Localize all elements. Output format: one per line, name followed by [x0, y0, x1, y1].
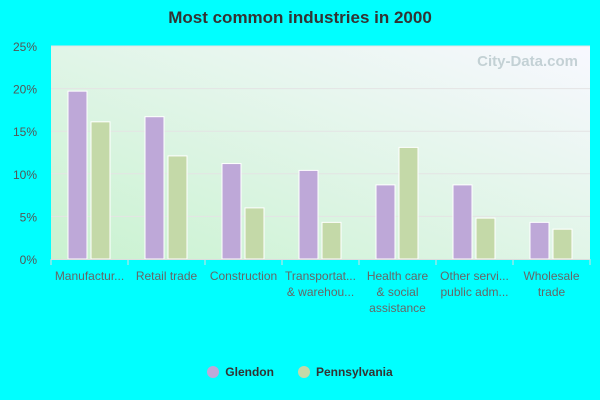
x-tick-label: & social — [376, 285, 418, 299]
x-tick-label: Construction — [210, 269, 277, 283]
bar-pennsylvania[interactable] — [244, 207, 265, 260]
legend-swatch — [297, 366, 310, 378]
plot-area — [51, 46, 590, 259]
x-tick-label: Wholesale — [523, 269, 579, 283]
legend-label: Glendon — [225, 365, 274, 379]
bar-pennsylvania[interactable] — [90, 121, 111, 260]
x-tick-label: Health care — [367, 269, 429, 283]
y-tick-label: 15% — [13, 125, 37, 139]
bar-glendon[interactable] — [144, 116, 165, 260]
y-tick-label: 0% — [20, 253, 38, 267]
bar-glendon[interactable] — [375, 184, 396, 260]
x-tick-label: assistance — [369, 301, 426, 315]
bar-pennsylvania[interactable] — [552, 228, 573, 260]
y-tick-label: 5% — [20, 210, 38, 224]
y-tick-label: 10% — [13, 168, 37, 182]
legend-label: Pennsylvania — [315, 365, 393, 379]
watermark: City-Data.com — [477, 53, 578, 70]
x-tick-label: Other servi... — [440, 269, 509, 283]
bar-glendon[interactable] — [298, 169, 319, 260]
x-tick-label: Manufactur... — [55, 269, 124, 283]
x-tick-label: Retail trade — [136, 269, 198, 283]
bar-glendon[interactable] — [67, 90, 88, 260]
chart-title: Most common industries in 2000 — [168, 8, 432, 27]
bar-glendon[interactable] — [452, 184, 473, 260]
x-tick-label: Transportat... — [285, 269, 356, 283]
y-tick-label: 20% — [13, 83, 37, 97]
bar-glendon[interactable] — [221, 163, 242, 260]
y-tick-label: 25% — [13, 40, 37, 54]
bar-pennsylvania[interactable] — [167, 155, 188, 260]
legend-item[interactable]: Glendon — [207, 365, 274, 379]
x-tick-label: public adm... — [440, 285, 508, 299]
bar-pennsylvania[interactable] — [321, 221, 342, 260]
bar-pennsylvania[interactable] — [475, 217, 496, 260]
bar-glendon[interactable] — [529, 221, 550, 260]
x-tick-label: trade — [538, 285, 566, 299]
legend: Glendon Pennsylvania — [0, 365, 600, 379]
legend-swatch — [207, 366, 220, 378]
bar-pennsylvania[interactable] — [398, 146, 419, 260]
x-tick-label: & warehou... — [287, 285, 354, 299]
legend-item[interactable]: Pennsylvania — [297, 365, 393, 379]
